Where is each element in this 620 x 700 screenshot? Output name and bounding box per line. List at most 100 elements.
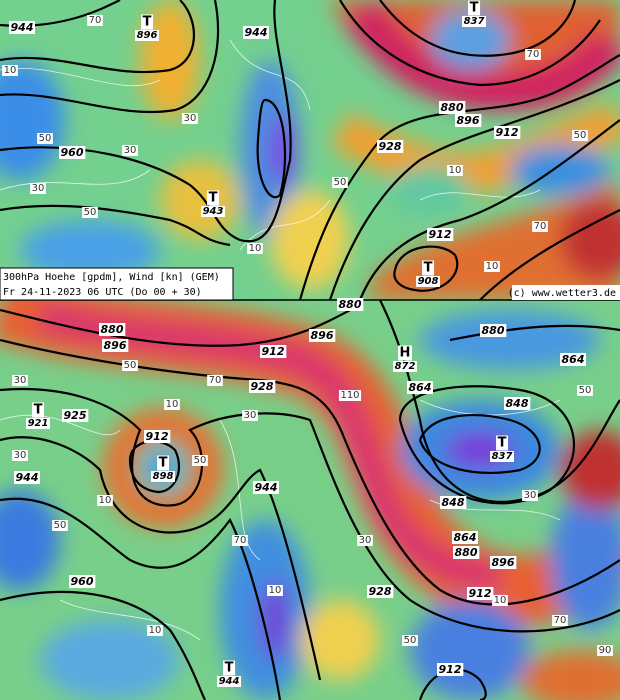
height-label-box (560, 353, 586, 366)
center-symbol: T (424, 261, 433, 276)
wind-label-box (52, 520, 68, 531)
center-value: 837 (492, 451, 513, 462)
wind-label-box (532, 221, 548, 232)
wind-label-box (122, 360, 138, 371)
wind-label-box (338, 390, 362, 401)
wind-label-box (402, 635, 418, 646)
height-label: 864 (562, 353, 585, 366)
center-value-box (462, 16, 486, 27)
wind-label: 10 (449, 165, 462, 176)
wind-label: 110 (340, 390, 359, 401)
wind-label-box (37, 133, 53, 144)
height-label: 848 (506, 397, 529, 410)
height-label: 864 (409, 381, 432, 394)
height-label: 880 (339, 298, 362, 311)
wind-label-box (182, 113, 198, 124)
wind-label: 30 (124, 145, 137, 156)
height-label: 912 (439, 663, 462, 676)
height-label: 880 (101, 323, 124, 336)
center-symbol: T (225, 661, 234, 676)
height-label: 928 (379, 140, 402, 153)
height-label-box (480, 324, 507, 337)
wind-label-box (122, 145, 138, 156)
height-label-box (440, 496, 467, 509)
center-symbol: T (498, 436, 507, 451)
center-value: 908 (418, 276, 439, 287)
height-label: 912 (496, 126, 519, 139)
height-label-box (367, 585, 394, 598)
map-labels: 70 30 50 10 30 50 10 70 50 10 30 50 70 10 944 944 960 928… (2, 0, 613, 687)
wind-label-box (247, 243, 263, 254)
height-label: 864 (454, 531, 477, 544)
height-label-box (260, 345, 287, 358)
wind-label: 10 (166, 399, 179, 410)
center-value-box (201, 206, 225, 217)
wind-label-box (232, 535, 248, 546)
top-height-contours (0, 0, 620, 300)
wind-label-box (597, 645, 613, 656)
wind-label: 10 (249, 243, 262, 254)
wind-label-box (522, 490, 538, 501)
wind-label-box (552, 615, 568, 626)
center-symbol-box (207, 190, 220, 206)
center-value-box (151, 471, 175, 482)
wind-label: 70 (534, 221, 547, 232)
credit-box (512, 285, 620, 300)
height-label-box (62, 409, 89, 422)
center-symbol-box (223, 660, 236, 676)
wind-label-box (267, 585, 283, 596)
center-symbol-box (157, 455, 170, 471)
wind-label: 50 (54, 520, 67, 531)
height-label-box (69, 575, 96, 588)
center-value: 898 (153, 471, 174, 482)
wind-label: 50 (124, 360, 137, 371)
height-label-box (439, 101, 466, 114)
wind-label: 10 (494, 595, 507, 606)
height-label-box (377, 140, 404, 153)
center-value: 921 (28, 418, 49, 429)
height-label-box (253, 481, 279, 494)
wind-label-box (192, 455, 208, 466)
height-label: 880 (441, 101, 464, 114)
height-label-box (309, 329, 336, 342)
height-label: 912 (262, 345, 285, 358)
wind-label-box (242, 410, 258, 421)
height-label: 880 (482, 324, 505, 337)
height-label: 944 (16, 471, 39, 484)
wind-label: 50 (39, 133, 52, 144)
wind-label: 30 (359, 535, 372, 546)
height-label-box (467, 587, 494, 600)
center-symbol-box (32, 402, 45, 418)
center-symbol: T (159, 456, 168, 471)
center-symbol: T (34, 403, 43, 418)
height-label: 944 (245, 26, 268, 39)
wind-label-box (87, 15, 103, 26)
height-label: 928 (369, 585, 392, 598)
height-label: 960 (61, 146, 84, 159)
wind-label-box (147, 625, 163, 636)
height-label: 896 (311, 329, 334, 342)
height-label: 880 (455, 546, 478, 559)
top-caption: 300hPa Hoehe [gpdm], Wind [kn] (GEM) Fr … (0, 267, 620, 301)
caption-box (0, 267, 234, 301)
height-label: 944 (11, 21, 34, 34)
wind-label: 90 (599, 645, 612, 656)
wind-label: 50 (404, 635, 417, 646)
wind-label: 70 (209, 375, 222, 386)
center-value-box (393, 361, 417, 372)
center-value: 896 (137, 30, 158, 41)
height-label-box (14, 471, 40, 484)
height-label-box (427, 228, 454, 241)
caption-line: 300hPa Hoehe [gpdm], Wind [kn] (GEM) (3, 272, 220, 283)
wind-label-box (97, 495, 113, 506)
wind-label: 70 (89, 15, 102, 26)
wind-label: 10 (149, 625, 162, 636)
height-label: 912 (469, 587, 492, 600)
center-symbol: T (209, 191, 218, 206)
wind-label: 30 (14, 450, 27, 461)
height-label-box (452, 531, 478, 544)
height-label: 912 (429, 228, 452, 241)
center-symbol: H (400, 346, 411, 361)
wind-label-box (357, 535, 373, 546)
